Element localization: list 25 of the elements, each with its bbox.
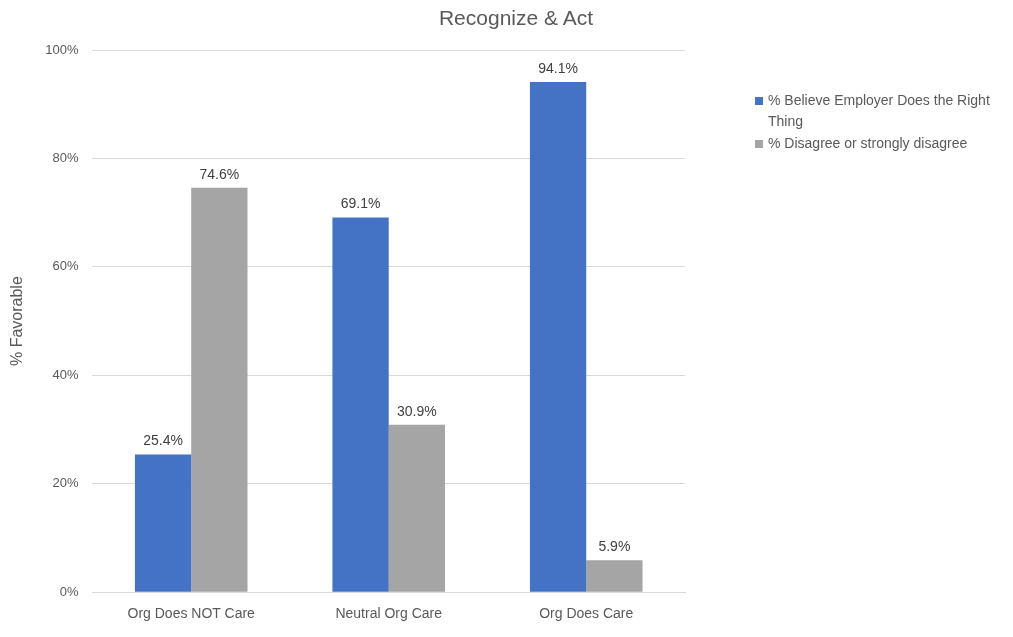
bar [388,424,446,592]
y-tick-label: 60% [52,258,79,274]
legend-label: % Disagree or strongly disagree [768,134,968,153]
data-label: 5.9% [598,538,631,555]
data-label: 94.1% [538,59,578,76]
legend-label: % Believe Employer Does the Right Thing [768,91,991,131]
x-tick-label: Org Does NOT Care [127,605,256,622]
data-label: 30.9% [397,402,437,419]
x-tick-label: Org Does Care [539,605,634,622]
bar [332,217,389,592]
data-label: 25.4% [143,432,183,449]
y-tick-label: 20% [52,475,79,491]
bar [529,81,587,592]
y-tick-label: 0% [59,583,79,599]
data-label: 69.1% [340,195,381,212]
chart-title: Recognize & Act [438,6,594,30]
y-tick-label: 100% [45,41,79,57]
bar [586,560,643,592]
y-axis-title: % Favorable [8,276,26,367]
data-label: 74.6% [199,165,240,182]
y-tick-label: 80% [52,150,79,166]
bar [134,454,192,592]
bar [191,187,248,592]
x-tick-label: Neutral Org Care [335,605,443,622]
y-tick-label: 40% [52,366,79,382]
